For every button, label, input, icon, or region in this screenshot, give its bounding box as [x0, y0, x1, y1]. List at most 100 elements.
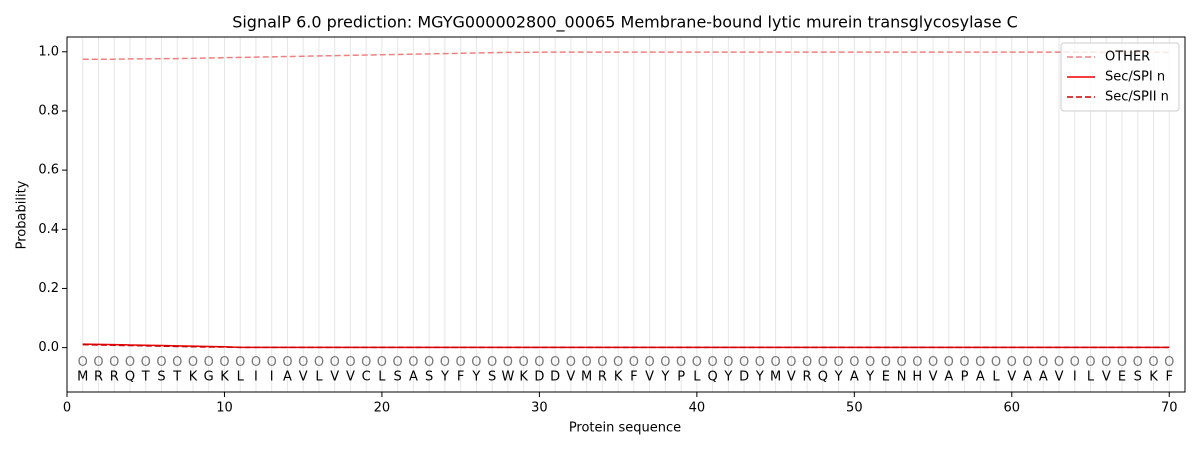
x-tick-label: 30	[531, 401, 548, 416]
residue-label: E	[1118, 370, 1126, 385]
residue-label: E	[882, 370, 890, 385]
state-label: O	[93, 355, 103, 370]
state-label: O	[519, 355, 529, 370]
state-label: O	[487, 355, 497, 370]
residue-label: K	[189, 370, 198, 385]
residue-label: M	[581, 370, 592, 385]
state-label: O	[298, 355, 308, 370]
residue-label: L	[378, 370, 386, 385]
residue-label: K	[519, 370, 528, 385]
residue-label: A	[850, 370, 859, 385]
residue-label: V	[787, 370, 796, 385]
state-label: O	[408, 355, 418, 370]
state-label: O	[235, 355, 245, 370]
state-label: O	[1038, 355, 1048, 370]
x-axis-label: Protein sequence	[569, 421, 681, 436]
y-tick-label: 0.6	[38, 163, 59, 178]
state-label: O	[393, 355, 403, 370]
residue-label: S	[1134, 370, 1142, 385]
state-label: O	[1133, 355, 1143, 370]
residue-label: H	[912, 370, 922, 385]
residue-label: V	[1055, 370, 1064, 385]
state-label: O	[440, 355, 450, 370]
state-label: O	[456, 355, 466, 370]
residue-label: V	[346, 370, 355, 385]
residue-label: Q	[707, 370, 717, 385]
state-label: O	[818, 355, 828, 370]
state-label: O	[78, 355, 88, 370]
state-label: O	[156, 355, 166, 370]
state-label: O	[755, 355, 765, 370]
residue-label: F	[630, 370, 637, 385]
state-label: O	[1101, 355, 1111, 370]
residue-label: W	[501, 370, 514, 385]
state-label: O	[645, 355, 655, 370]
state-label: O	[1022, 355, 1032, 370]
y-tick-label: 0.8	[38, 103, 59, 118]
residue-label: L	[315, 370, 323, 385]
residue-label: R	[110, 370, 119, 385]
state-label: O	[566, 355, 576, 370]
residue-label: S	[425, 370, 433, 385]
series-line	[82, 51, 1170, 60]
residue-label: A	[409, 370, 418, 385]
residue-label: T	[141, 370, 150, 385]
residue-label: V	[645, 370, 654, 385]
residue-label: D	[534, 370, 544, 385]
state-label: O	[1085, 355, 1095, 370]
residue-label: A	[976, 370, 985, 385]
residue-label: D	[550, 370, 560, 385]
residue-label: L	[992, 370, 1000, 385]
state-label: O	[219, 355, 229, 370]
state-label: O	[582, 355, 592, 370]
state-label: O	[1054, 355, 1064, 370]
state-label: O	[944, 355, 954, 370]
state-label: O	[881, 355, 891, 370]
state-label: O	[629, 355, 639, 370]
residue-label: F	[1166, 370, 1173, 385]
state-label: O	[361, 355, 371, 370]
residue-label: Y	[660, 370, 669, 385]
residue-label: I	[270, 370, 274, 385]
residue-label: G	[204, 370, 214, 385]
residue-label: V	[1102, 370, 1111, 385]
state-label: O	[692, 355, 702, 370]
x-tick-label: 40	[689, 401, 706, 416]
state-label: O	[896, 355, 906, 370]
residue-label: S	[394, 370, 402, 385]
residue-label: N	[897, 370, 907, 385]
state-label: O	[975, 355, 985, 370]
state-label: O	[1148, 355, 1158, 370]
residue-label: A	[283, 370, 292, 385]
state-label: O	[424, 355, 434, 370]
state-label: O	[991, 355, 1001, 370]
state-label: O	[1007, 355, 1017, 370]
state-label: O	[267, 355, 277, 370]
state-label: O	[597, 355, 607, 370]
residue-label: I	[254, 370, 258, 385]
x-tick-label: 70	[1161, 401, 1178, 416]
state-label: O	[739, 355, 749, 370]
residue-label: Y	[834, 370, 843, 385]
residue-label: F	[457, 370, 464, 385]
plot-frame	[66, 36, 1186, 393]
state-label: O	[723, 355, 733, 370]
residue-label: P	[677, 370, 685, 385]
state-label: O	[550, 355, 560, 370]
residue-label: V	[1007, 370, 1016, 385]
residue-label: V	[299, 370, 308, 385]
residue-label: S	[157, 370, 165, 385]
y-tick-label: 0.0	[38, 340, 59, 355]
residue-label: R	[598, 370, 607, 385]
chart-title: SignalP 6.0 prediction: MGYG000002800_00…	[232, 13, 1018, 33]
state-label: O	[912, 355, 922, 370]
residue-label: L	[1087, 370, 1095, 385]
state-label: O	[534, 355, 544, 370]
y-tick-label: 0.4	[38, 222, 59, 237]
residue-label: A	[944, 370, 953, 385]
state-label: O	[1164, 355, 1174, 370]
residue-label: V	[566, 370, 575, 385]
residue-label: V	[330, 370, 339, 385]
y-axis-label: Probability	[15, 180, 30, 249]
